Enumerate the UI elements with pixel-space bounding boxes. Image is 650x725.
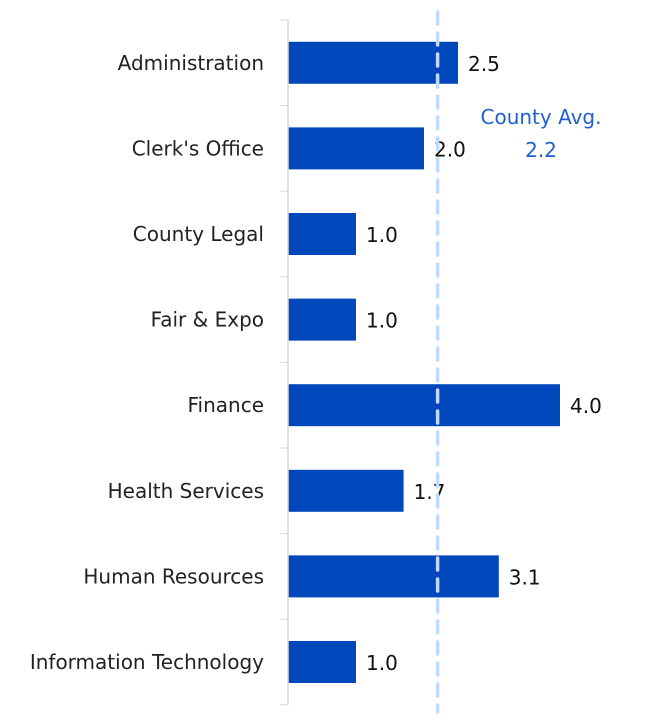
bar [288,384,560,427]
bar [288,555,499,598]
county-average-label: County Avg. [481,105,602,129]
data-label: 1.0 [366,651,398,675]
bar [288,127,424,170]
data-label: 1.0 [366,223,398,247]
category-label: Human Resources [83,564,264,588]
bar [288,298,356,341]
category-label: Finance [187,393,264,417]
data-label: 4.0 [570,394,602,418]
data-label: 1.7 [414,480,446,504]
category-label: Administration [118,51,264,75]
category-label: Fair & Expo [151,308,264,332]
bar [288,469,404,512]
category-label: County Legal [133,222,264,246]
county-average-value: 2.2 [525,138,557,162]
category-label: Information Technology [30,650,264,674]
bar [288,641,356,683]
bar [288,41,458,84]
data-label: 2.5 [468,52,500,76]
data-label: 1.0 [366,309,398,333]
category-label: Health Services [108,479,264,503]
bar [288,213,356,255]
data-label: 3.1 [509,565,541,589]
category-label: Clerk's Office [132,136,264,160]
